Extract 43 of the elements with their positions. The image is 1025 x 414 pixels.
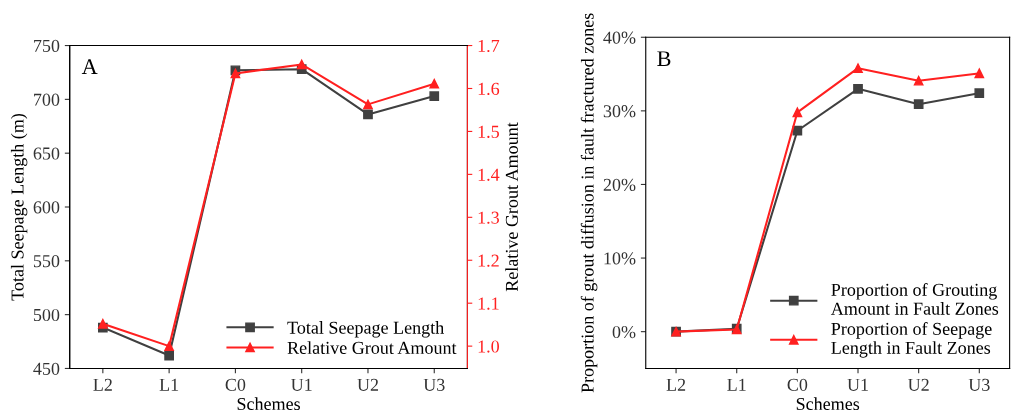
legend-label: Relative Grout Amount [287,341,457,354]
y2-tick-label: 1.4 [478,168,500,181]
x-tick-label: U2 [357,378,379,391]
x-axis-title: Schemes [796,397,860,411]
y2-tick-label: 1.7 [478,39,500,53]
annotation: B [657,51,671,66]
y2-tick-label: 1.6 [478,82,500,95]
x-tick-label: U1 [291,378,312,391]
y2-tick-label: 1.1 [478,297,499,310]
y2-tick-label: 1.2 [478,254,499,267]
x-tick-label: L1 [159,378,179,391]
y-tick-label: 700 [34,93,60,106]
y-tick-label: 650 [33,147,60,160]
y2-tick-label: 1.5 [478,125,499,138]
y-tick-label: 500 [33,308,60,322]
x-axis-title: Schemes [237,397,300,411]
x-tick-label: U2 [908,378,929,391]
x-tick-label: C0 [787,378,808,391]
x-tick-label: C0 [225,378,246,391]
x-tick-label: L2 [93,378,112,391]
y-tick-label: 0% [612,325,636,339]
y-tick-label: 600 [33,201,60,214]
legend-label: Proportion of Seepage Length in Fault Zones [831,322,992,358]
y-tick-label: 10% [604,252,636,265]
y-axis-title: Total Seepage Length (m) [10,113,28,301]
y-tick-label: 550 [33,255,60,268]
x-tick-label: L2 [666,378,686,391]
y2-tick-label: 1.0 [478,340,499,353]
x-tick-label: U3 [423,378,445,391]
y-tick-label: 30% [603,105,636,118]
y2-axis-title: Relative Grout Amount [505,122,518,292]
y2-tick-label: 1.3 [478,211,499,224]
y-tick-label: 20% [603,178,636,191]
x-tick-label: L1 [727,378,746,391]
y-tick-label: 750 [34,39,60,52]
y-tick-label: 450 [33,362,60,375]
y-axis-title: Proportion of grout diffusion in fault fractured zones [580,13,598,393]
annotation: A [81,59,98,74]
legend-label: Proportion of Grouting Amount in Fault Zones [830,282,999,315]
x-tick-label: U3 [968,378,990,391]
legend-label: Total Seepage Length [287,321,444,338]
x-tick-label: U1 [847,378,868,391]
y-tick-label: 40% [603,31,636,44]
